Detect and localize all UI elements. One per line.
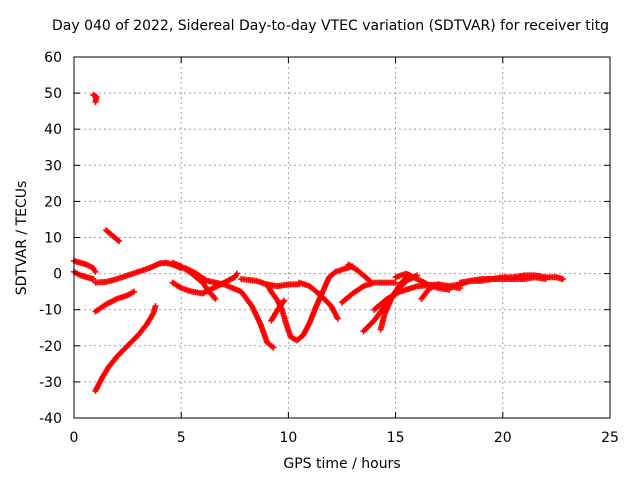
data-point: [392, 279, 399, 286]
data-point: [90, 276, 97, 283]
data-series: [92, 288, 138, 315]
data-point: [116, 238, 123, 245]
data-point: [366, 277, 373, 284]
y-tick-label: 30: [44, 158, 62, 174]
data-point: [233, 270, 240, 277]
y-tick-label: 0: [53, 267, 62, 283]
y-tick-label: 10: [44, 231, 62, 247]
x-tick-label: 5: [177, 430, 186, 446]
data-point: [559, 276, 566, 283]
data-series: [182, 265, 277, 351]
data-series: [92, 303, 159, 394]
data-point: [281, 297, 288, 304]
ticks: 0 5 10 15 20 25 -40 -30 -20 -10 0 10 20 30 40 50 60: [39, 50, 619, 446]
y-axis-label: SDTVAR / TECUs: [14, 180, 30, 296]
data-series: [339, 279, 399, 306]
x-tick-label: 0: [70, 430, 79, 446]
y-tick-label: 40: [44, 122, 62, 138]
data-series: [71, 257, 99, 275]
data-point: [131, 288, 138, 295]
data-layer: [71, 91, 566, 394]
x-tick-label: 15: [387, 430, 405, 446]
data-point: [212, 295, 219, 302]
y-tick-label: 50: [44, 86, 62, 102]
y-tick-label: -10: [39, 303, 62, 319]
x-tick-label: 10: [279, 430, 297, 446]
x-axis-label: GPS time / hours: [283, 456, 401, 472]
data-series: [103, 227, 123, 245]
data-series: [238, 276, 303, 290]
y-tick-label: -40: [39, 411, 62, 427]
y-tick-label: 20: [44, 194, 62, 210]
y-tick-label: -30: [39, 375, 62, 391]
data-series: [90, 91, 100, 106]
data-series: [296, 279, 341, 322]
data-series: [345, 261, 373, 284]
data-point: [334, 315, 341, 322]
y-tick-label: -20: [39, 339, 62, 355]
data-point: [152, 303, 159, 310]
x-tick-label: 25: [601, 430, 619, 446]
chart-title: Day 040 of 2022, Sidereal Day-to-day VTE…: [52, 18, 609, 34]
data-point: [92, 99, 99, 106]
x-tick-label: 20: [494, 430, 512, 446]
data-point: [270, 344, 277, 351]
y-tick-label: 60: [44, 50, 62, 66]
data-point: [92, 268, 99, 275]
data-point: [542, 276, 549, 283]
data-series: [268, 297, 288, 324]
data-series: [456, 274, 549, 286]
